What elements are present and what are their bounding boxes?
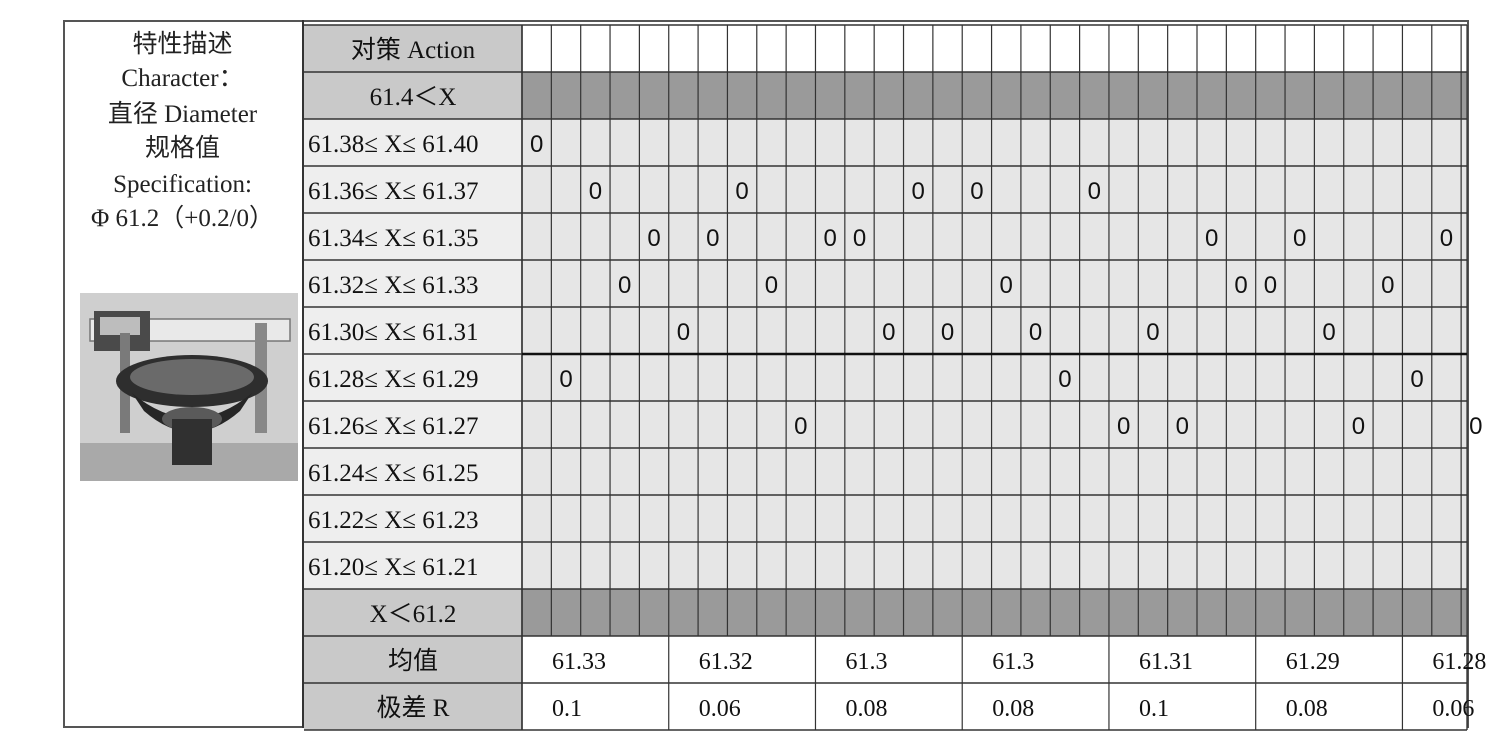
mean-label: 均值 (388, 647, 438, 675)
data-point: 0 (1029, 319, 1042, 346)
upper-spec-label: 61.4＜X (370, 84, 457, 111)
data-point: 0 (941, 319, 954, 346)
data-point: 0 (1234, 272, 1247, 299)
row-label-cell (304, 260, 522, 307)
subgroup-range: 0.1 (552, 696, 582, 722)
data-point: 0 (589, 178, 602, 205)
data-point: 0 (1058, 366, 1071, 393)
action-label: 对策 Action (351, 36, 476, 64)
data-point: 0 (853, 225, 866, 252)
subgroup-range: 0.06 (699, 696, 741, 722)
range-row-label: 61.22≤ X≤ 61.23 (308, 507, 479, 534)
row-label-cell (304, 495, 522, 542)
data-point: 0 (1205, 225, 1218, 252)
range-row-label: 61.24≤ X≤ 61.25 (308, 460, 479, 487)
data-point: 0 (1322, 319, 1335, 346)
data-point: 0 (794, 413, 807, 440)
subgroup-mean: 61.32 (699, 649, 753, 675)
data-point: 0 (1146, 319, 1159, 346)
data-point: 0 (735, 178, 748, 205)
data-point: 0 (765, 272, 778, 299)
range-row-label: 61.30≤ X≤ 61.31 (308, 319, 479, 346)
characteristic-panel: 特性描述 Character： 直径 Diameter 规格值 Specific… (63, 20, 304, 728)
data-point: 0 (970, 178, 983, 205)
data-point: 0 (1088, 178, 1101, 205)
row-label-cell (304, 683, 522, 730)
subgroup-range: 0.08 (1286, 696, 1328, 722)
range-row-label: 61.20≤ X≤ 61.21 (308, 554, 479, 581)
subgroup-mean: 61.28 (1432, 649, 1486, 675)
data-point: 0 (647, 225, 660, 252)
row-label-cell (304, 542, 522, 589)
data-point: 0 (1381, 272, 1394, 299)
description-character: Character： (121, 65, 244, 92)
range-label: 极差 R (377, 694, 450, 722)
description-spec-cn: 规格值 (144, 135, 220, 162)
description-diameter: 直径 Diameter (107, 101, 258, 128)
range-row-label: 61.36≤ X≤ 61.37 (308, 178, 479, 205)
data-point: 0 (706, 225, 719, 252)
range-row-label: 61.38≤ X≤ 61.40 (308, 131, 479, 158)
data-point: 0 (882, 319, 895, 346)
row-label-cell (304, 636, 522, 683)
data-point: 0 (1293, 225, 1306, 252)
subgroup-mean: 61.3 (992, 649, 1034, 675)
data-point: 0 (530, 131, 543, 158)
data-point: 0 (1440, 225, 1453, 252)
range-row-label: 61.26≤ X≤ 61.27 (308, 413, 479, 440)
subgroup-mean: 61.33 (552, 649, 606, 675)
row-label-cell (304, 401, 522, 448)
data-point: 0 (1117, 413, 1130, 440)
data-point: 0 (1410, 366, 1423, 393)
range-row-label: 61.28≤ X≤ 61.29 (308, 366, 479, 393)
row-label-cell (304, 72, 522, 119)
data-point: 0 (1176, 413, 1189, 440)
subgroup-range: 0.08 (845, 696, 887, 722)
subgroup-range: 0.1 (1139, 696, 1169, 722)
range-row-label: 61.34≤ X≤ 61.35 (308, 225, 479, 252)
row-label-cell (304, 589, 522, 636)
description-spec-en: Specification: (113, 171, 252, 198)
row-label-cell (304, 213, 522, 260)
row-label-cell (304, 25, 522, 72)
data-point: 0 (1264, 272, 1277, 299)
subgroup-mean: 61.31 (1139, 649, 1193, 675)
data-point: 0 (1469, 413, 1482, 440)
subgroup-mean: 61.3 (845, 649, 887, 675)
upper-out-of-spec-band (522, 72, 1467, 119)
data-point: 0 (677, 319, 690, 346)
description-title: 特性描述 (132, 31, 233, 58)
subgroup-range: 0.08 (992, 696, 1034, 722)
subgroup-mean: 61.29 (1286, 649, 1340, 675)
lower-out-of-spec-band (522, 589, 1467, 636)
data-point: 0 (1352, 413, 1365, 440)
subgroup-range: 0.06 (1432, 696, 1474, 722)
range-row-label: 61.32≤ X≤ 61.33 (308, 272, 479, 299)
data-point: 0 (1000, 272, 1013, 299)
data-point: 0 (618, 272, 631, 299)
part-measurement-photo (80, 293, 298, 481)
data-point: 0 (912, 178, 925, 205)
caliper-icon (80, 293, 298, 481)
row-label-cell (304, 448, 522, 495)
description-spec-value: Φ 61.2（+0.2/0） (90, 205, 275, 232)
row-label-cell (304, 307, 522, 354)
row-label-cell (304, 166, 522, 213)
action-row (522, 25, 1467, 72)
data-point: 0 (559, 366, 572, 393)
lower-spec-label: X＜61.2 (370, 601, 457, 628)
row-label-cell (304, 119, 522, 166)
data-point: 0 (823, 225, 836, 252)
row-label-cell (304, 354, 522, 401)
